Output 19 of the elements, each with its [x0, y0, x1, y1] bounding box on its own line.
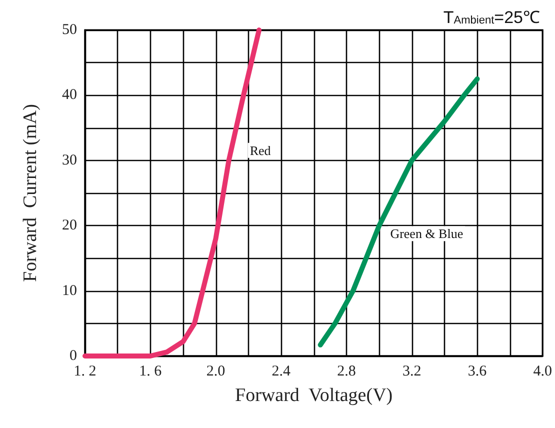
y-tick-label: 30 [62, 152, 77, 168]
x-tick-label: 2.0 [206, 364, 226, 380]
x-tick-label: 1. 2 [74, 364, 96, 380]
x-tick-label: 1. 6 [139, 364, 162, 380]
y-tick-label: 10 [62, 282, 77, 299]
x-axis-title: Forward Voltage(V) [235, 385, 393, 406]
x-tick-label: 3.2 [402, 364, 422, 380]
x-tick-label: 3.6 [468, 364, 488, 380]
x-tick-label: 2.8 [337, 364, 356, 380]
chart-title: TAmbient=25℃ [443, 8, 540, 27]
x-tick-label: 2.4 [272, 364, 291, 380]
y-tick-label: 40 [62, 87, 77, 104]
y-axis-title: Forward Current (mA) [20, 104, 41, 282]
y-tick-label: 0 [70, 348, 77, 364]
series-label: Green & Blue [390, 226, 464, 242]
y-tick-label: 50 [62, 22, 77, 38]
series-label: Red [250, 142, 272, 158]
x-tick-label: 4.0 [533, 364, 552, 380]
y-tick-label: 20 [62, 218, 77, 234]
